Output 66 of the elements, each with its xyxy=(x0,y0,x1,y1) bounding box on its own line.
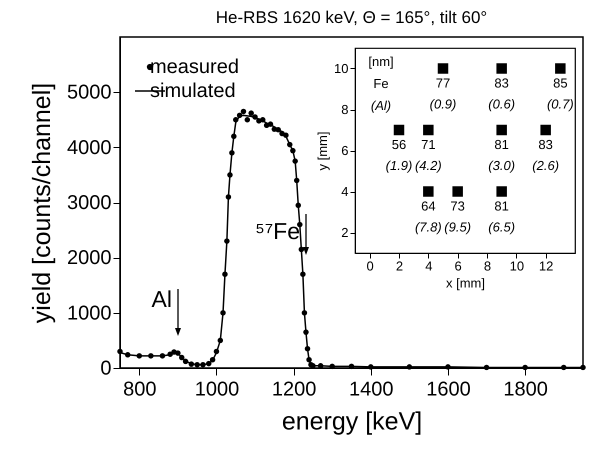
y-tick-label: 5000 xyxy=(67,82,112,104)
x-axis-title: x [mm] xyxy=(446,276,485,290)
point xyxy=(540,124,551,136)
annotation: 81 xyxy=(494,137,509,152)
x-tick-label: 1400 xyxy=(349,378,394,400)
y-tick-label: 1000 xyxy=(67,302,112,324)
x-tick-label: 1600 xyxy=(426,378,471,400)
annotation: ⁵⁷Fe xyxy=(255,218,300,244)
y-tick-label: 3000 xyxy=(67,192,112,214)
y-axis-title: yield [counts/channel] xyxy=(28,82,56,324)
x-tick-label: 1000 xyxy=(194,378,240,400)
annotation: 77 xyxy=(436,76,450,90)
x-tick-label: 0 xyxy=(366,258,374,274)
x-axis-title: energy [keV] xyxy=(282,408,422,436)
x-tick-label: 4 xyxy=(425,258,432,274)
y-tick-label: 4 xyxy=(341,184,348,199)
annotation: 71 xyxy=(421,137,436,152)
y-tick-label: 0 xyxy=(100,358,112,380)
annotation: 83 xyxy=(538,137,553,152)
annotation: (0.7) xyxy=(546,96,574,112)
annotation: 85 xyxy=(553,76,568,90)
annotation: Al xyxy=(152,286,172,312)
point xyxy=(452,186,463,197)
annotation: (0.9) xyxy=(430,96,456,112)
x-tick-label: 1800 xyxy=(503,378,548,400)
annotation: (7.8) xyxy=(414,220,442,234)
annotation: (2.6) xyxy=(532,158,560,173)
annotation: (Al) xyxy=(370,98,392,113)
y-tick-label: 2000 xyxy=(67,247,112,270)
point xyxy=(423,124,434,136)
x-tick-label: 2 xyxy=(396,258,404,274)
y-axis-title: y [mm] xyxy=(315,132,330,170)
series-label: simulated xyxy=(150,80,236,102)
y-tick-label: 6 xyxy=(341,143,348,158)
annotation: 64 xyxy=(421,198,436,214)
annotation: (9.5) xyxy=(444,220,472,234)
point xyxy=(496,186,507,197)
annotation: 81 xyxy=(494,198,509,214)
annotation: 73 xyxy=(450,198,465,214)
point xyxy=(555,63,566,74)
annotation: (4.2) xyxy=(414,158,442,173)
legend-label: measured xyxy=(150,56,239,78)
y-tick-label: 8 xyxy=(341,102,348,117)
point xyxy=(394,124,404,136)
x-tick-label: 10 xyxy=(510,258,524,274)
annotation: (3.0) xyxy=(488,158,516,173)
y-tick-label: 2 xyxy=(341,225,348,240)
annotation: 83 xyxy=(494,76,509,90)
x-tick-label: 800 xyxy=(123,378,156,400)
point xyxy=(438,63,448,74)
y-tick-label: 4000 xyxy=(67,136,112,159)
chart-title: He-RBS 1620 keV, Θ = 165°, tilt 60° xyxy=(216,8,488,27)
y-tick-label: 10 xyxy=(334,61,348,76)
point xyxy=(496,63,507,74)
x-tick-label: 12 xyxy=(538,258,554,274)
annotation: [nm] xyxy=(368,54,394,69)
annotation: (6.5) xyxy=(488,220,516,234)
annotation: (0.6) xyxy=(488,96,516,112)
point xyxy=(423,186,434,197)
annotation: Fe xyxy=(373,76,389,91)
x-tick-label: 8 xyxy=(484,258,492,274)
x-tick-label: 6 xyxy=(454,258,462,274)
point xyxy=(496,124,507,136)
annotation: (1.9) xyxy=(386,158,412,173)
annotation: 56 xyxy=(392,137,406,152)
x-tick-label: 1200 xyxy=(272,378,316,400)
